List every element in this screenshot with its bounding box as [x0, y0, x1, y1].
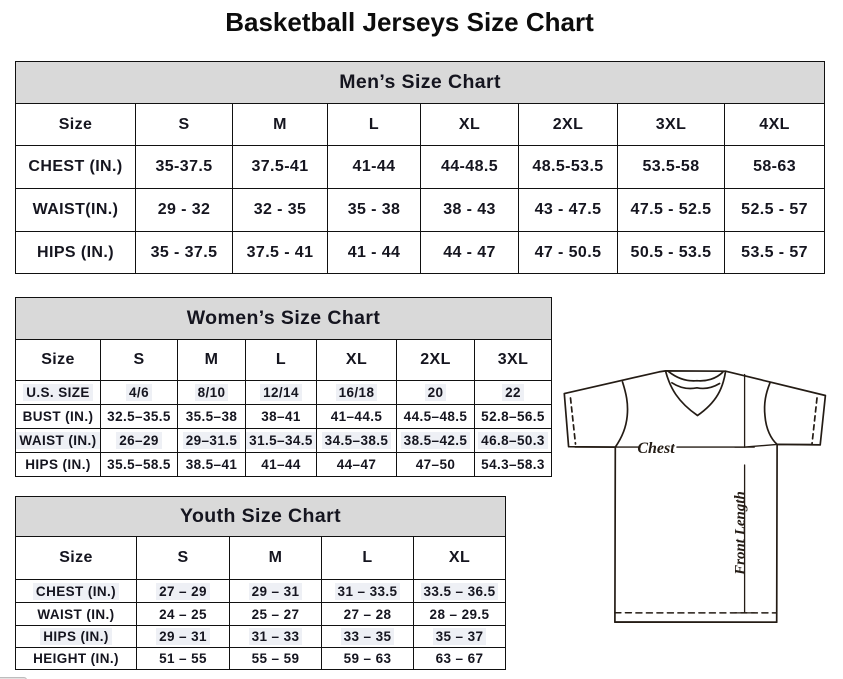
svg-text:Front Length: Front Length — [733, 491, 749, 576]
svg-text:Chest: Chest — [637, 440, 675, 457]
